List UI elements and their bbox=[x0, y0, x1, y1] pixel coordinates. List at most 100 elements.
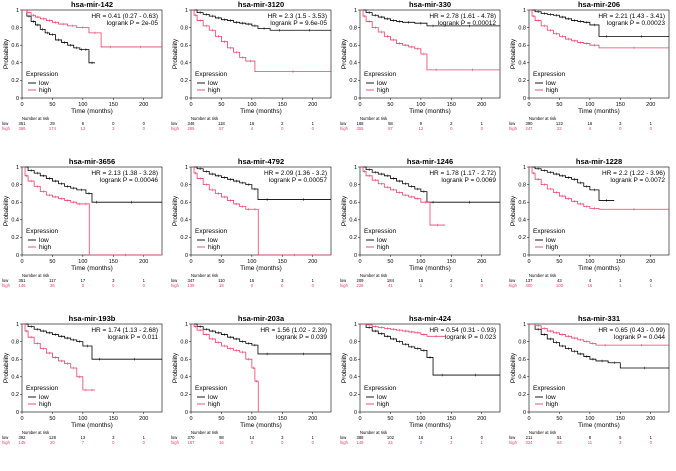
risk-row-low-label: low bbox=[340, 121, 347, 126]
logrank-text: logrank P = 0.00012 bbox=[438, 20, 497, 27]
risk-high-count: 0 bbox=[251, 440, 254, 445]
risk-high-count: 0 bbox=[82, 283, 85, 288]
risk-high-count: 1 bbox=[481, 440, 484, 445]
risk-row-high-label: high bbox=[171, 440, 180, 445]
x-tick-label: 0 bbox=[358, 102, 361, 108]
y-tick-label: 0.4 bbox=[180, 375, 188, 381]
risk-low-count: 1 bbox=[312, 121, 315, 126]
risk-low-count: 98 bbox=[219, 435, 224, 440]
risk-low-count: 16 bbox=[588, 121, 593, 126]
x-axis-label: Time (months) bbox=[578, 265, 620, 272]
legend-low-label: low bbox=[39, 237, 49, 244]
y-tick-label: 0 bbox=[16, 253, 19, 259]
legend-low-label: low bbox=[377, 237, 387, 244]
x-tick-label: 200 bbox=[646, 416, 655, 422]
y-tick-label: 1 bbox=[16, 8, 19, 14]
risk-row-high-label: high bbox=[340, 126, 349, 131]
y-tick-label: 0.6 bbox=[518, 357, 526, 363]
risk-low-count: 117 bbox=[49, 278, 56, 283]
risk-row-low-label: low bbox=[509, 278, 516, 283]
y-tick-label: 0.4 bbox=[11, 375, 19, 381]
x-tick-label: 50 bbox=[49, 259, 55, 265]
y-tick-label: 1 bbox=[185, 165, 188, 171]
risk-low-count: 3 bbox=[112, 435, 115, 440]
plot-title: hsa-mir-3120 bbox=[238, 0, 284, 9]
risk-low-count: 110 bbox=[218, 278, 225, 283]
legend-high-label: high bbox=[377, 87, 390, 94]
survival-curve-low bbox=[360, 9, 500, 27]
risk-row-high-label: high bbox=[340, 440, 349, 445]
risk-high-count: 3 bbox=[112, 126, 115, 131]
x-tick-label: 150 bbox=[109, 259, 118, 265]
y-tick-label: 0.4 bbox=[349, 61, 357, 67]
survival-curve-low bbox=[529, 9, 669, 37]
risk-low-count: 1 bbox=[312, 278, 315, 283]
legend-low-label: low bbox=[546, 80, 556, 87]
y-tick-label: 0.8 bbox=[349, 25, 357, 31]
x-tick-label: 0 bbox=[20, 416, 23, 422]
risk-row-high-label: high bbox=[340, 283, 349, 288]
legend-high-label: high bbox=[208, 244, 221, 251]
hr-text: HR = 2.3 (1.5 - 3.53) bbox=[268, 13, 327, 20]
logrank-text: logrank P = 0.011 bbox=[107, 334, 158, 341]
risk-low-count: 1 bbox=[143, 435, 146, 440]
risk-row-low-label: low bbox=[2, 278, 9, 283]
plot-frame bbox=[21, 9, 163, 99]
y-tick-label: 0.8 bbox=[518, 182, 526, 188]
y-tick-label: 0 bbox=[354, 253, 357, 259]
x-tick-label: 50 bbox=[218, 259, 224, 265]
risk-low-count: 0 bbox=[143, 121, 146, 126]
x-axis-label: Time (months) bbox=[240, 108, 282, 115]
risk-high-count: 12 bbox=[419, 126, 424, 131]
risk-low-count: 102 bbox=[387, 435, 395, 440]
risk-high-count: 139 bbox=[188, 283, 196, 288]
legend-low-label: low bbox=[377, 80, 387, 87]
x-tick-label: 100 bbox=[78, 259, 87, 265]
legend-low-label: low bbox=[208, 80, 218, 87]
risk-low-count: 15 bbox=[419, 278, 424, 283]
risk-low-count: 43 bbox=[557, 278, 562, 283]
risk-high-count: 3 bbox=[420, 440, 423, 445]
hr-text: HR = 0.54 (0.31 - 0.93) bbox=[429, 327, 496, 334]
risk-low-count: 1 bbox=[481, 278, 484, 283]
risk-low-count: 2 bbox=[281, 121, 284, 126]
x-tick-label: 150 bbox=[616, 416, 625, 422]
km-panel: hsa-mir-330 0 0.2 0.4 0.6 0.8 1 0 50 100 150 200 Pro… bbox=[338, 0, 507, 157]
legend-title: Expression bbox=[26, 228, 59, 235]
risk-high-count: 2 bbox=[450, 440, 453, 445]
risk-low-count: 392 bbox=[19, 435, 27, 440]
risk-low-count: 16 bbox=[250, 121, 255, 126]
risk-low-count: 9 bbox=[420, 121, 423, 126]
y-axis-label: Probability bbox=[3, 38, 10, 69]
plot-title: hsa-mir-1246 bbox=[407, 157, 453, 166]
risk-row-high-label: high bbox=[2, 126, 11, 131]
plot-title: hsa-mir-142 bbox=[71, 0, 113, 9]
y-tick-label: 0.8 bbox=[11, 25, 19, 31]
logrank-text: logrank P = 0.0072 bbox=[610, 177, 665, 184]
y-axis-label: Probability bbox=[510, 38, 517, 69]
plot-frame bbox=[359, 9, 501, 99]
x-tick-label: 50 bbox=[556, 102, 562, 108]
risk-low-count: 14 bbox=[250, 435, 255, 440]
y-tick-label: 0.6 bbox=[180, 200, 188, 206]
risk-row-low-label: low bbox=[509, 121, 516, 126]
risk-low-count: 3 bbox=[281, 435, 284, 440]
survival-curve-low bbox=[191, 166, 331, 200]
risk-high-count: 41 bbox=[388, 283, 393, 288]
x-tick-label: 150 bbox=[278, 102, 287, 108]
risk-row-high-label: high bbox=[509, 126, 518, 131]
survival-curve-low bbox=[360, 166, 500, 203]
y-axis-label: Probability bbox=[341, 195, 348, 226]
y-tick-label: 0.2 bbox=[349, 392, 357, 398]
risk-high-count: 11 bbox=[588, 440, 593, 445]
risk-high-count: 18 bbox=[219, 283, 224, 288]
risk-low-count: 184 bbox=[387, 278, 395, 283]
risk-low-count: 351 bbox=[19, 278, 27, 283]
survival-curve-low bbox=[191, 9, 331, 31]
y-axis-label: Probability bbox=[172, 352, 179, 383]
risk-table-title: Number at risk bbox=[191, 430, 219, 435]
y-tick-label: 0.2 bbox=[11, 392, 19, 398]
x-tick-label: 100 bbox=[247, 416, 256, 422]
risk-high-count: 1 bbox=[650, 283, 653, 288]
